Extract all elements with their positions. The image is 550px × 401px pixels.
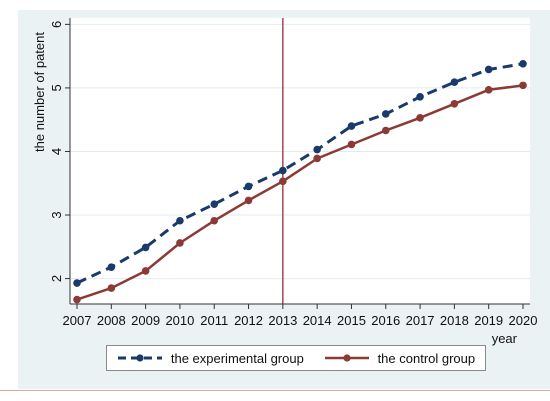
legend: the experimental group the control group	[106, 345, 486, 371]
data-point-experimental	[416, 93, 424, 101]
data-point-control	[347, 140, 356, 149]
data-point-control	[484, 86, 493, 94]
legend-item-experimental: the experimental group	[117, 351, 304, 366]
data-point-experimental	[347, 122, 356, 130]
data-point-control	[107, 284, 116, 292]
data-point-control	[519, 81, 527, 90]
axes: 2 3 4 5 6 2007 2008 2009 2010 2011 2012 2013 2014 201…	[49, 18, 537, 328]
data-point-experimental	[176, 216, 184, 225]
y-tick-label: 2	[49, 275, 64, 282]
x-tick-label: 2012	[234, 313, 263, 328]
data-point-control	[141, 267, 150, 275]
data-point-experimental	[450, 78, 459, 86]
x-tick-label: 2011	[200, 313, 228, 328]
x-tick-label: 2019	[474, 313, 503, 328]
x-tick-label: 2018	[440, 313, 469, 328]
data-point-control	[313, 154, 321, 163]
data-point-experimental	[484, 65, 493, 74]
x-tick-label: 2014	[303, 313, 332, 328]
x-tick-label: 2015	[337, 313, 366, 328]
x-tick-label: 2016	[371, 313, 400, 328]
legend-swatch-experimental	[117, 354, 162, 362]
plot-area	[70, 18, 530, 304]
data-point-control	[381, 126, 390, 135]
series-line-control	[76, 84, 524, 301]
data-point-experimental	[279, 166, 287, 175]
series-line-experimental	[76, 62, 524, 285]
legend-swatch-control	[324, 354, 369, 362]
data-point-control	[244, 196, 253, 205]
y-tick-label: 4	[49, 148, 64, 155]
x-tick-label: 2009	[131, 313, 160, 328]
data-point-experimental	[381, 110, 390, 118]
x-tick-label: 2007	[63, 313, 92, 328]
data-point-experimental	[313, 145, 321, 154]
y-tick-label: 3	[49, 211, 64, 218]
x-axis-label: year	[492, 331, 518, 346]
series	[73, 59, 527, 304]
data-point-experimental	[519, 59, 527, 68]
data-point-control	[176, 239, 184, 247]
legend-item-control: the control group	[324, 350, 476, 366]
data-point-control	[279, 177, 287, 186]
y-tick-label: 5	[49, 84, 64, 91]
x-tick-label: 2008	[97, 313, 126, 328]
x-tick-label: 2013	[268, 313, 297, 328]
data-point-experimental	[210, 200, 219, 209]
data-point-control	[73, 295, 81, 304]
y-tick-label: 6	[49, 21, 64, 28]
y-axis-label: the number of patent	[32, 32, 47, 152]
data-point-experimental	[244, 182, 253, 191]
data-point-experimental	[107, 263, 116, 271]
legend-label-control: the control group	[377, 350, 476, 366]
data-point-control	[416, 113, 424, 122]
data-point-experimental	[73, 279, 81, 287]
x-tick-label: 2017	[406, 313, 435, 328]
data-point-experimental	[141, 243, 150, 252]
data-point-control	[450, 100, 459, 108]
x-tick-label: 2010	[165, 313, 194, 328]
legend-label-experimental: the experimental group	[170, 350, 304, 366]
bottom-rule	[0, 390, 550, 391]
gridlines	[70, 23, 530, 280]
x-tick-label: 2020	[509, 313, 538, 328]
data-point-control	[210, 216, 219, 225]
